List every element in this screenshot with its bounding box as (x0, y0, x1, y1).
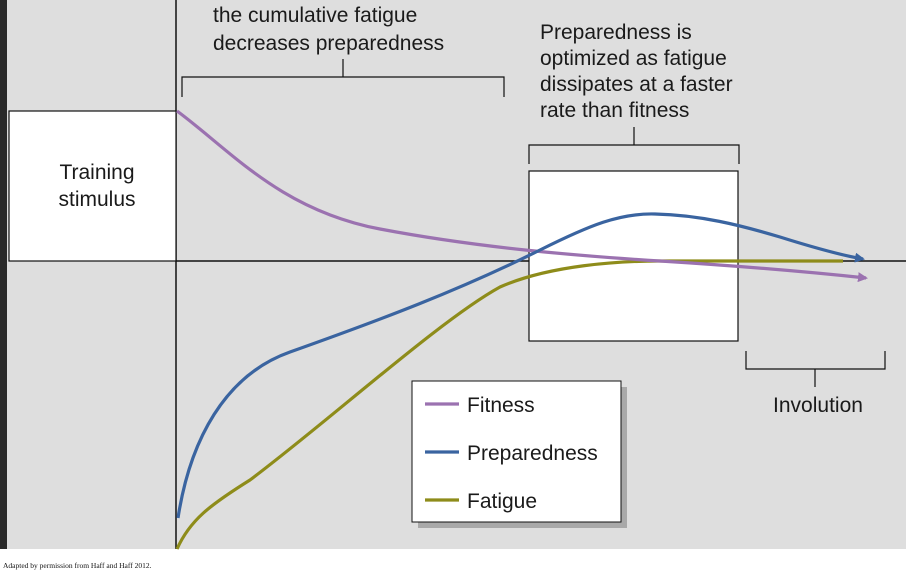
fatigue-curve (175, 259, 843, 550)
training-stimulus-box: Training stimulus (8, 110, 177, 262)
legend-item-fitness: Fitness (425, 394, 535, 417)
legend-item-preparedness: Preparedness (425, 442, 598, 465)
right-annotation-line-1: Preparedness is (540, 21, 692, 44)
right-annotation-line-4: rate than fitness (540, 99, 689, 122)
fitness-curve (176, 109, 868, 283)
right-annotation-line-3: dissipates at a faster (540, 73, 733, 96)
legend-label-preparedness: Preparedness (467, 442, 598, 465)
preparedness-curve (176, 212, 865, 519)
optimal-window-box (528, 170, 739, 342)
credit-strip (0, 549, 906, 571)
left-annotation-line-2: decreases preparedness (213, 32, 444, 55)
right-annotation-line-2: optimized as fatigue (540, 47, 727, 70)
legend-label-fitness: Fitness (467, 394, 535, 417)
involution-label: Involution (773, 394, 863, 417)
stimulus-line-1: Training (59, 161, 134, 184)
credit-text: Adapted by permission from Haff and Haff… (3, 561, 152, 570)
involution-bracket (745, 351, 886, 387)
left-bracket (181, 59, 505, 97)
legend-item-fatigue: Fatigue (425, 490, 537, 513)
stimulus-line-2: stimulus (58, 188, 135, 211)
legend-label-fatigue: Fatigue (467, 490, 537, 513)
legend: Fitness Preparedness Fatigue (411, 380, 627, 528)
right-bracket (528, 127, 740, 164)
left-annotation-line-1: the cumulative fatigue (213, 4, 417, 27)
